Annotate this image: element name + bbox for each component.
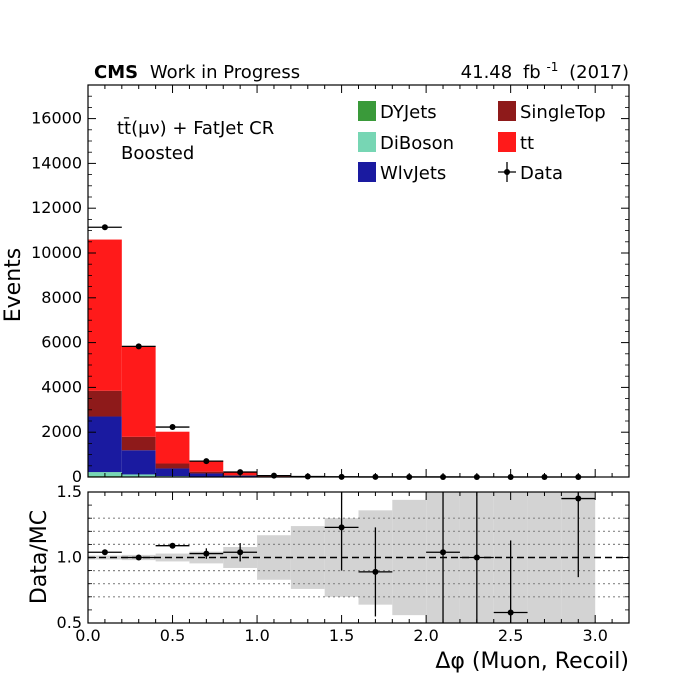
x-tick-label: 0.5 (160, 626, 185, 645)
legend-label: DYJets (380, 102, 437, 123)
y-tick-label: 10000 (31, 243, 82, 262)
stacked-histogram (88, 239, 596, 477)
bar-tt (88, 239, 122, 391)
ratio-point (372, 568, 379, 575)
y-tick-label: 6000 (41, 333, 82, 352)
ratio-point (338, 524, 345, 531)
y-axis-title: Events (1, 248, 26, 323)
ratio-point (101, 549, 108, 556)
ratio-point (440, 549, 447, 556)
y-tick-label: 2000 (41, 422, 82, 441)
luminosity-exponent: -1 (546, 60, 558, 74)
bar-tt (155, 431, 190, 464)
luminosity-label: 41.48 fb -1 (2017) (461, 55, 629, 83)
ratio-band-bin (257, 535, 291, 580)
ratio-y-tick-label: 1.0 (57, 548, 82, 567)
x-tick-label: 2.0 (413, 626, 438, 645)
legend-label: Data (520, 163, 563, 184)
legend: DYJets SingleTop DiBoson tt WlvJets Data (358, 101, 606, 184)
x-tick-label: 2.5 (498, 626, 523, 645)
legend-label: WlvJets (380, 163, 446, 184)
bar-singletop (155, 463, 190, 469)
data-point (237, 469, 244, 476)
bar-tt (121, 345, 156, 437)
x-tick-label: 0.0 (75, 626, 100, 645)
bar-tt (189, 461, 224, 472)
y-tick-label: 16000 (31, 109, 82, 128)
legend-label: SingleTop (520, 102, 606, 123)
ratio-points (88, 492, 596, 623)
status-label: Work in Progress (150, 62, 300, 83)
ratio-point (135, 554, 142, 561)
legend-swatch-tt (498, 132, 516, 152)
legend-swatch-diboson (358, 132, 376, 152)
ratio-reference-lines (88, 517, 629, 598)
ratio-y-tick-label: 0.5 (57, 613, 82, 632)
x-tick-label: 3.0 (582, 626, 607, 645)
data-point (169, 424, 176, 431)
year-label: (2017) (569, 62, 629, 83)
ratio-point (169, 542, 176, 549)
legend-swatch-singletop (498, 101, 516, 121)
x-axis-title: Δφ (Muon, Recoil) (435, 649, 629, 674)
luminosity-unit: fb (523, 62, 541, 83)
legend-swatch-wlvjets (358, 162, 376, 182)
bar-singletop (121, 436, 156, 451)
legend-label: tt (520, 133, 534, 154)
ratio-band-bin (155, 553, 190, 562)
main-y-axis: 0 2000 4000 6000 8000 10000 12000 14000 16000 (31, 85, 630, 486)
data-point (135, 343, 142, 350)
data-point (101, 224, 108, 231)
ratio-point (237, 549, 244, 556)
y-tick-label: 0 (72, 467, 82, 486)
ratio-point (473, 554, 480, 561)
luminosity-value: 41.48 (461, 62, 513, 83)
legend-swatch-dyjets (358, 101, 376, 121)
legend-label: DiBoson (380, 133, 454, 154)
ratio-y-axis-title: Data/MC (27, 510, 52, 604)
bar-singletop (189, 471, 224, 474)
ratio-y-tick-label: 1.5 (57, 482, 82, 501)
data-point (203, 458, 210, 465)
x-tick-label: 1.0 (244, 626, 269, 645)
y-tick-label: 14000 (31, 153, 82, 172)
region-sublabel: Boosted (121, 143, 194, 164)
y-tick-label: 8000 (41, 288, 82, 307)
x-tick-label: 1.5 (329, 626, 354, 645)
bar-wlvjets (121, 450, 156, 475)
ratio-point (575, 495, 582, 502)
legend-data-marker (504, 169, 510, 175)
experiment-label: CMS Work in Progress (94, 62, 300, 83)
region-label: tt̄(μν) + FatJet CR (117, 117, 274, 139)
y-tick-label: 12000 (31, 198, 82, 217)
ratio-axes: 0.51.01.50.0 0.5 1.0 1.5 2.0 2.5 3.0 (57, 482, 630, 645)
experiment-name: CMS (94, 62, 138, 83)
ratio-point (203, 550, 210, 557)
bar-singletop (88, 390, 122, 417)
ratio-point (507, 609, 514, 616)
bar-wlvjets (88, 416, 122, 473)
y-tick-label: 4000 (41, 377, 82, 396)
